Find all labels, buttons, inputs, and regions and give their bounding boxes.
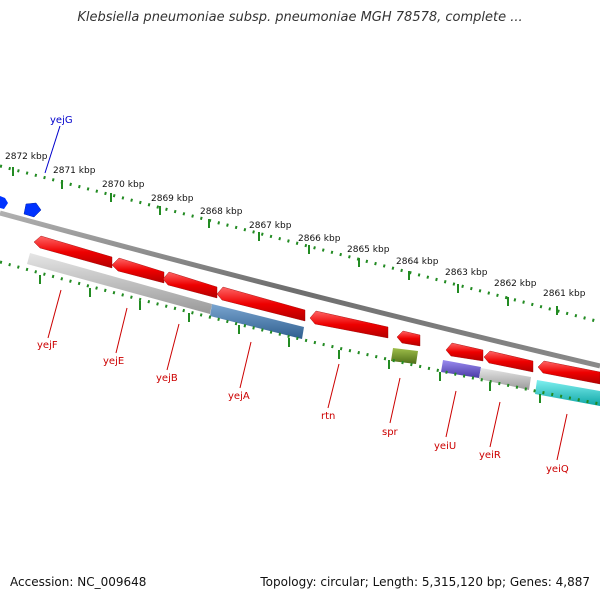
reverse-genes [33, 235, 600, 385]
gene-label-spr[interactable]: spr [382, 427, 399, 438]
yeiU-gene-arrow[interactable] [445, 342, 484, 362]
kbp-label: 2864 kbp [396, 257, 439, 267]
yejG-gene-arrow[interactable] [23, 202, 42, 218]
yeiQ-gene-arrow[interactable] [537, 360, 600, 385]
yeiQ-leader [556, 413, 568, 461]
rtn-leader [327, 363, 340, 409]
kbp-label: 2869 kbp [151, 194, 194, 204]
gene-label-rtn[interactable]: rtn [321, 411, 335, 422]
yeiR-leader [489, 401, 501, 448]
kbp-label: 2863 kbp [445, 268, 488, 278]
gene-label-yejA[interactable]: yejA [228, 391, 250, 402]
kbp-label: 2868 kbp [200, 207, 243, 217]
yejA-gene-arrow[interactable] [216, 286, 306, 322]
kbp-label: 2865 kbp [347, 245, 390, 255]
gene-label-yeiU[interactable]: yeiU [434, 441, 456, 452]
gene-label-yejE[interactable]: yejE [103, 356, 124, 367]
spr-gene-arrow[interactable] [396, 330, 421, 347]
kbp-label: 2870 kbp [102, 180, 145, 190]
cyan-feature-bar [535, 380, 600, 406]
yejE-leader [115, 307, 128, 354]
genome-summary: Topology: circular; Length: 5,315,120 bp… [260, 575, 590, 589]
gene-label-yeiQ[interactable]: yeiQ [546, 464, 569, 475]
yejG-leader [44, 125, 61, 174]
yejE-gene-arrow[interactable] [111, 257, 165, 284]
yeiU-leader [445, 390, 457, 438]
gene-label-yejF[interactable]: yejF [37, 340, 58, 351]
yejF-leader [47, 289, 62, 339]
kbp-label: 2872 kbp [5, 152, 48, 162]
olive-feature-bar [391, 348, 418, 364]
yejB-leader [166, 323, 180, 371]
map-title: Klebsiella pneumoniae subsp. pneumoniae … [77, 10, 523, 25]
kbp-label: 2861 kbp [543, 289, 586, 299]
yejB-gene-arrow[interactable] [162, 271, 218, 299]
rtn-gene-arrow[interactable] [309, 310, 389, 339]
purple-feature-bar [441, 360, 481, 378]
kbp-label: 2867 kbp [249, 221, 292, 231]
gene-label-yejG[interactable]: yejG [50, 115, 73, 126]
major-ticks-upper [12, 167, 558, 315]
yejF-gene-arrow[interactable] [33, 235, 113, 269]
spr-leader [389, 377, 401, 424]
gray-feature-bar [27, 253, 212, 314]
major-ticks-lower [39, 275, 541, 403]
kbp-label: 2866 kbp [298, 234, 341, 244]
kbp-label: 2871 kbp [53, 166, 96, 176]
accession-text: Accession: NC_009648 [10, 575, 147, 589]
yejA-leader [239, 341, 252, 389]
forward-gene-arrow[interactable] [0, 196, 8, 209]
genome-backbone [0, 210, 600, 369]
blue-feature-bar [210, 304, 304, 339]
kbp-label: 2862 kbp [494, 279, 537, 289]
gene-label-yeiR[interactable]: yeiR [479, 450, 501, 461]
gene-label-yejB[interactable]: yejB [156, 373, 178, 384]
gray-feature-bar [479, 368, 531, 390]
yeiR-gene-arrow[interactable] [483, 350, 534, 373]
upper-tick-track [0, 164, 600, 324]
